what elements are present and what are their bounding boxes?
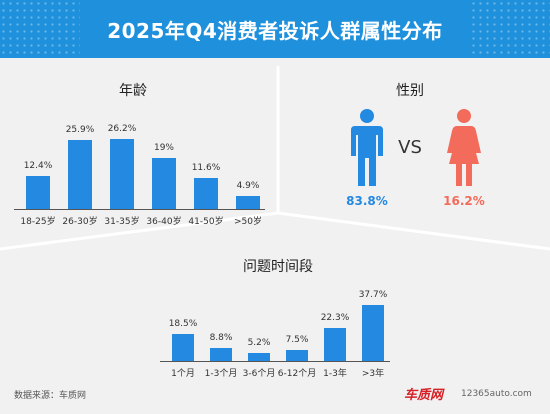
watermark-logo: 车质网: [404, 388, 444, 403]
value-label-36-40岁: 19%: [153, 143, 174, 154]
value-label-18-25岁: 12.4%: [23, 160, 53, 171]
header-dot-pattern-left: [0, 0, 80, 58]
female-person-icon: [447, 109, 481, 186]
bar->50岁: [236, 195, 260, 209]
period-panel-title: 问题时间段: [243, 259, 313, 275]
header-dot-pattern-right: [470, 0, 550, 58]
category-label-36-40岁: 36-40岁: [146, 217, 182, 227]
category-label->50岁: >50岁: [234, 217, 262, 227]
value-label->50岁: 4.9%: [236, 180, 260, 191]
bar-1-3个月: [210, 347, 232, 361]
bar->3年: [362, 305, 384, 361]
bar-31-35岁: [110, 139, 134, 209]
female-percentage: 16.2%: [443, 194, 485, 208]
value-label-1-3年: 22.3%: [320, 312, 350, 323]
x-axis-line: [160, 361, 390, 362]
value-label-31-35岁: 26.2%: [107, 124, 137, 134]
vs-label: VS: [398, 137, 422, 158]
page-title: 2025年Q4消费者投诉人群属性分布: [107, 18, 443, 43]
male-person-icon: [351, 109, 383, 186]
category-label-1-3年: 1-3年: [323, 369, 347, 379]
category-label-1个月: 1个月: [171, 369, 195, 379]
category-label-26-30岁: 26-30岁: [62, 217, 98, 227]
category-label->3年: >3年: [361, 369, 385, 379]
category-label-6-12个月: 6-12个月: [277, 369, 317, 379]
value-label-1-3个月: 8.8%: [209, 332, 233, 343]
male-percentage: 83.8%: [346, 194, 388, 208]
value-label->3年: 37.7%: [358, 290, 388, 300]
value-label-41-50岁: 11.6%: [191, 163, 221, 173]
gender-panel-title: 性别: [396, 83, 424, 99]
bar-26-30岁: [68, 139, 92, 209]
age-panel-title: 年龄: [119, 83, 147, 99]
bar-6-12个月: [286, 349, 308, 361]
category-label-18-25岁: 18-25岁: [20, 217, 56, 227]
category-label-1-3个月: 1-3个月: [204, 369, 238, 379]
data-source-note: 数据来源：车质网: [14, 391, 87, 401]
value-label-1个月: 18.5%: [168, 318, 198, 329]
header: 2025年Q4消费者投诉人群属性分布: [0, 0, 550, 58]
value-label-6-12个月: 7.5%: [285, 334, 309, 345]
bar-36-40岁: [152, 158, 176, 209]
category-label-31-35岁: 31-35岁: [104, 217, 140, 227]
value-label-3-6个月: 5.2%: [247, 338, 271, 349]
category-label-41-50岁: 41-50岁: [188, 217, 224, 227]
watermark-url: 12365auto.com: [461, 389, 532, 399]
category-label-3-6个月: 3-6个月: [242, 369, 276, 379]
value-label-26-30岁: 25.9%: [65, 124, 95, 135]
bar-1个月: [172, 333, 194, 361]
bar-1-3年: [324, 327, 346, 361]
bar-3-6个月: [248, 353, 270, 361]
x-axis-line: [14, 209, 265, 210]
bar-41-50岁: [194, 178, 218, 209]
bar-18-25岁: [26, 175, 50, 209]
